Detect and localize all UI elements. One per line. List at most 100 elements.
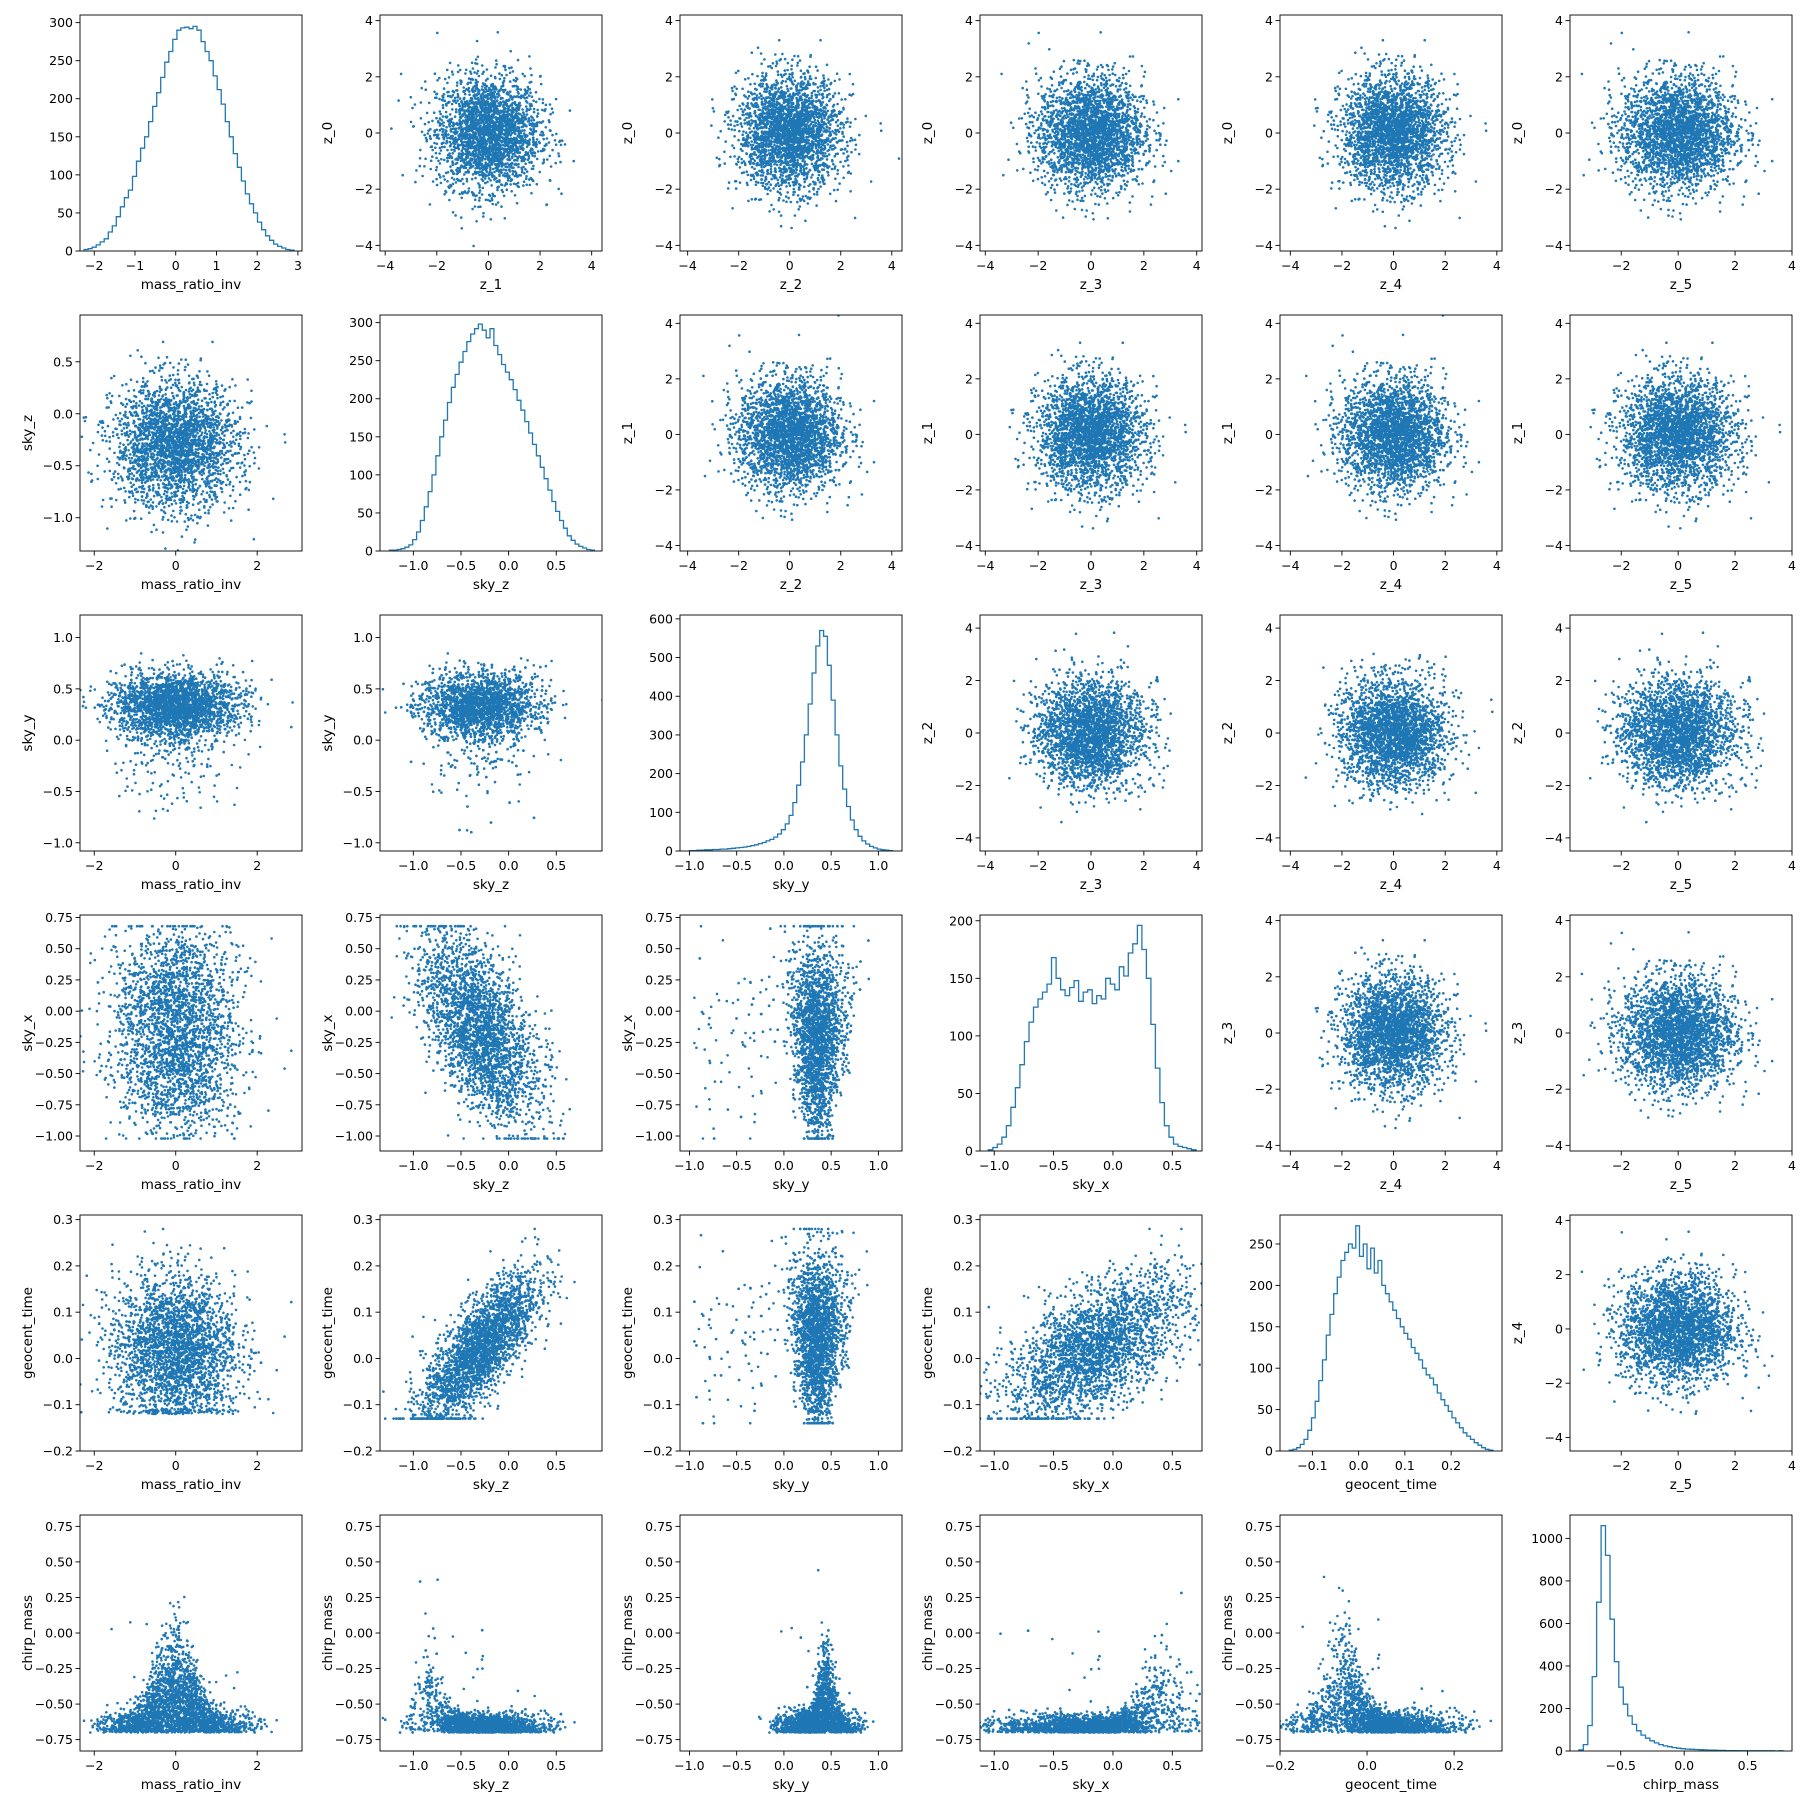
scatter-point: [796, 102, 799, 105]
scatter-point: [532, 165, 535, 168]
scatter-point: [755, 183, 758, 186]
scatter-point: [467, 171, 470, 174]
scatter-point: [815, 100, 818, 103]
scatter-point: [795, 108, 798, 111]
scatter-point: [472, 193, 475, 196]
scatter-point: [767, 149, 770, 152]
scatter-point: [504, 65, 507, 68]
scatter-point: [461, 178, 464, 181]
scatter-point: [772, 175, 775, 178]
scatter-point: [826, 104, 829, 107]
scatter-point: [466, 192, 469, 195]
scatter-point: [484, 174, 487, 177]
scatter-point: [559, 161, 562, 164]
scatter-point: [763, 90, 766, 93]
scatter-point: [449, 113, 452, 116]
scatter-point: [785, 175, 788, 178]
scatter-point: [769, 125, 772, 128]
scatter-point: [429, 203, 432, 206]
scatter-point: [474, 177, 477, 180]
scatter-point: [515, 77, 518, 80]
scatter-point: [733, 85, 736, 88]
scatter-point: [432, 180, 435, 183]
scatter-point: [486, 131, 489, 134]
scatter-point: [516, 202, 519, 205]
scatter-point: [758, 164, 761, 167]
scatter-point: [830, 82, 833, 85]
scatter-point: [506, 121, 509, 124]
scatter-point: [829, 123, 832, 126]
scatter-point: [768, 92, 771, 95]
scatter-point: [438, 152, 441, 155]
scatter-point: [760, 166, 763, 169]
scatter-point: [505, 183, 508, 186]
scatter-point: [834, 165, 837, 168]
scatter-point: [461, 122, 464, 125]
scatter-point: [477, 97, 480, 100]
scatter-point: [754, 159, 757, 162]
scatter-point: [817, 132, 820, 135]
scatter-point: [470, 100, 473, 103]
scatter-point: [763, 166, 766, 169]
scatter-point: [456, 122, 459, 125]
scatter-point: [799, 170, 802, 173]
scatter-point: [734, 180, 737, 183]
scatter-point: [516, 115, 519, 118]
scatter-point: [558, 155, 561, 158]
scatter-point: [494, 76, 497, 79]
scatter-point: [502, 84, 505, 87]
scatter-point: [515, 85, 518, 88]
scatter-point: [818, 143, 821, 146]
x-axis-label: mass_ratio_inv: [141, 277, 241, 293]
scatter-point: [513, 183, 516, 186]
scatter-point: [487, 199, 490, 202]
scatter-point: [514, 141, 517, 144]
scatter-point: [761, 132, 764, 135]
scatter-point: [743, 94, 746, 97]
scatter-point: [850, 94, 853, 97]
y-tick-label: −4: [355, 238, 373, 253]
scatter-point: [727, 123, 730, 126]
scatter-point: [768, 157, 771, 160]
scatter-point: [446, 160, 449, 163]
scatter-point: [437, 160, 440, 163]
scatter-point: [513, 131, 516, 134]
scatter-point: [447, 133, 450, 136]
scatter-point: [802, 133, 805, 136]
scatter-point: [525, 100, 528, 103]
scatter-point: [837, 169, 840, 172]
scatter-point: [482, 176, 485, 179]
scatter-point: [464, 166, 467, 169]
scatter-point: [835, 153, 838, 156]
scatter-point: [747, 174, 750, 177]
scatter-point: [830, 116, 833, 119]
scatter-point: [500, 153, 503, 156]
scatter-point: [712, 107, 715, 110]
scatter-point: [526, 170, 529, 173]
scatter-point: [508, 141, 511, 144]
scatter-point: [475, 147, 478, 150]
scatter-point: [532, 137, 535, 140]
scatter-point: [445, 103, 448, 106]
scatter-point: [452, 127, 455, 130]
scatter-point: [742, 114, 745, 117]
scatter-point: [425, 137, 428, 140]
scatter-point: [831, 148, 834, 151]
scatter-point: [806, 139, 809, 142]
scatter-point: [457, 71, 460, 74]
scatter-point: [496, 153, 499, 156]
scatter-point: [550, 165, 553, 168]
scatter-point: [792, 191, 795, 194]
scatter-point: [438, 98, 441, 101]
scatter-point: [473, 71, 476, 74]
scatter-point: [780, 184, 783, 187]
scatter-point: [542, 102, 545, 105]
scatter-point: [449, 145, 452, 148]
scatter-point: [845, 121, 848, 124]
scatter-point: [500, 119, 503, 122]
scatter-point: [490, 184, 493, 187]
scatter-point: [533, 119, 536, 122]
scatter-point: [745, 113, 748, 116]
scatter-point: [461, 107, 464, 110]
